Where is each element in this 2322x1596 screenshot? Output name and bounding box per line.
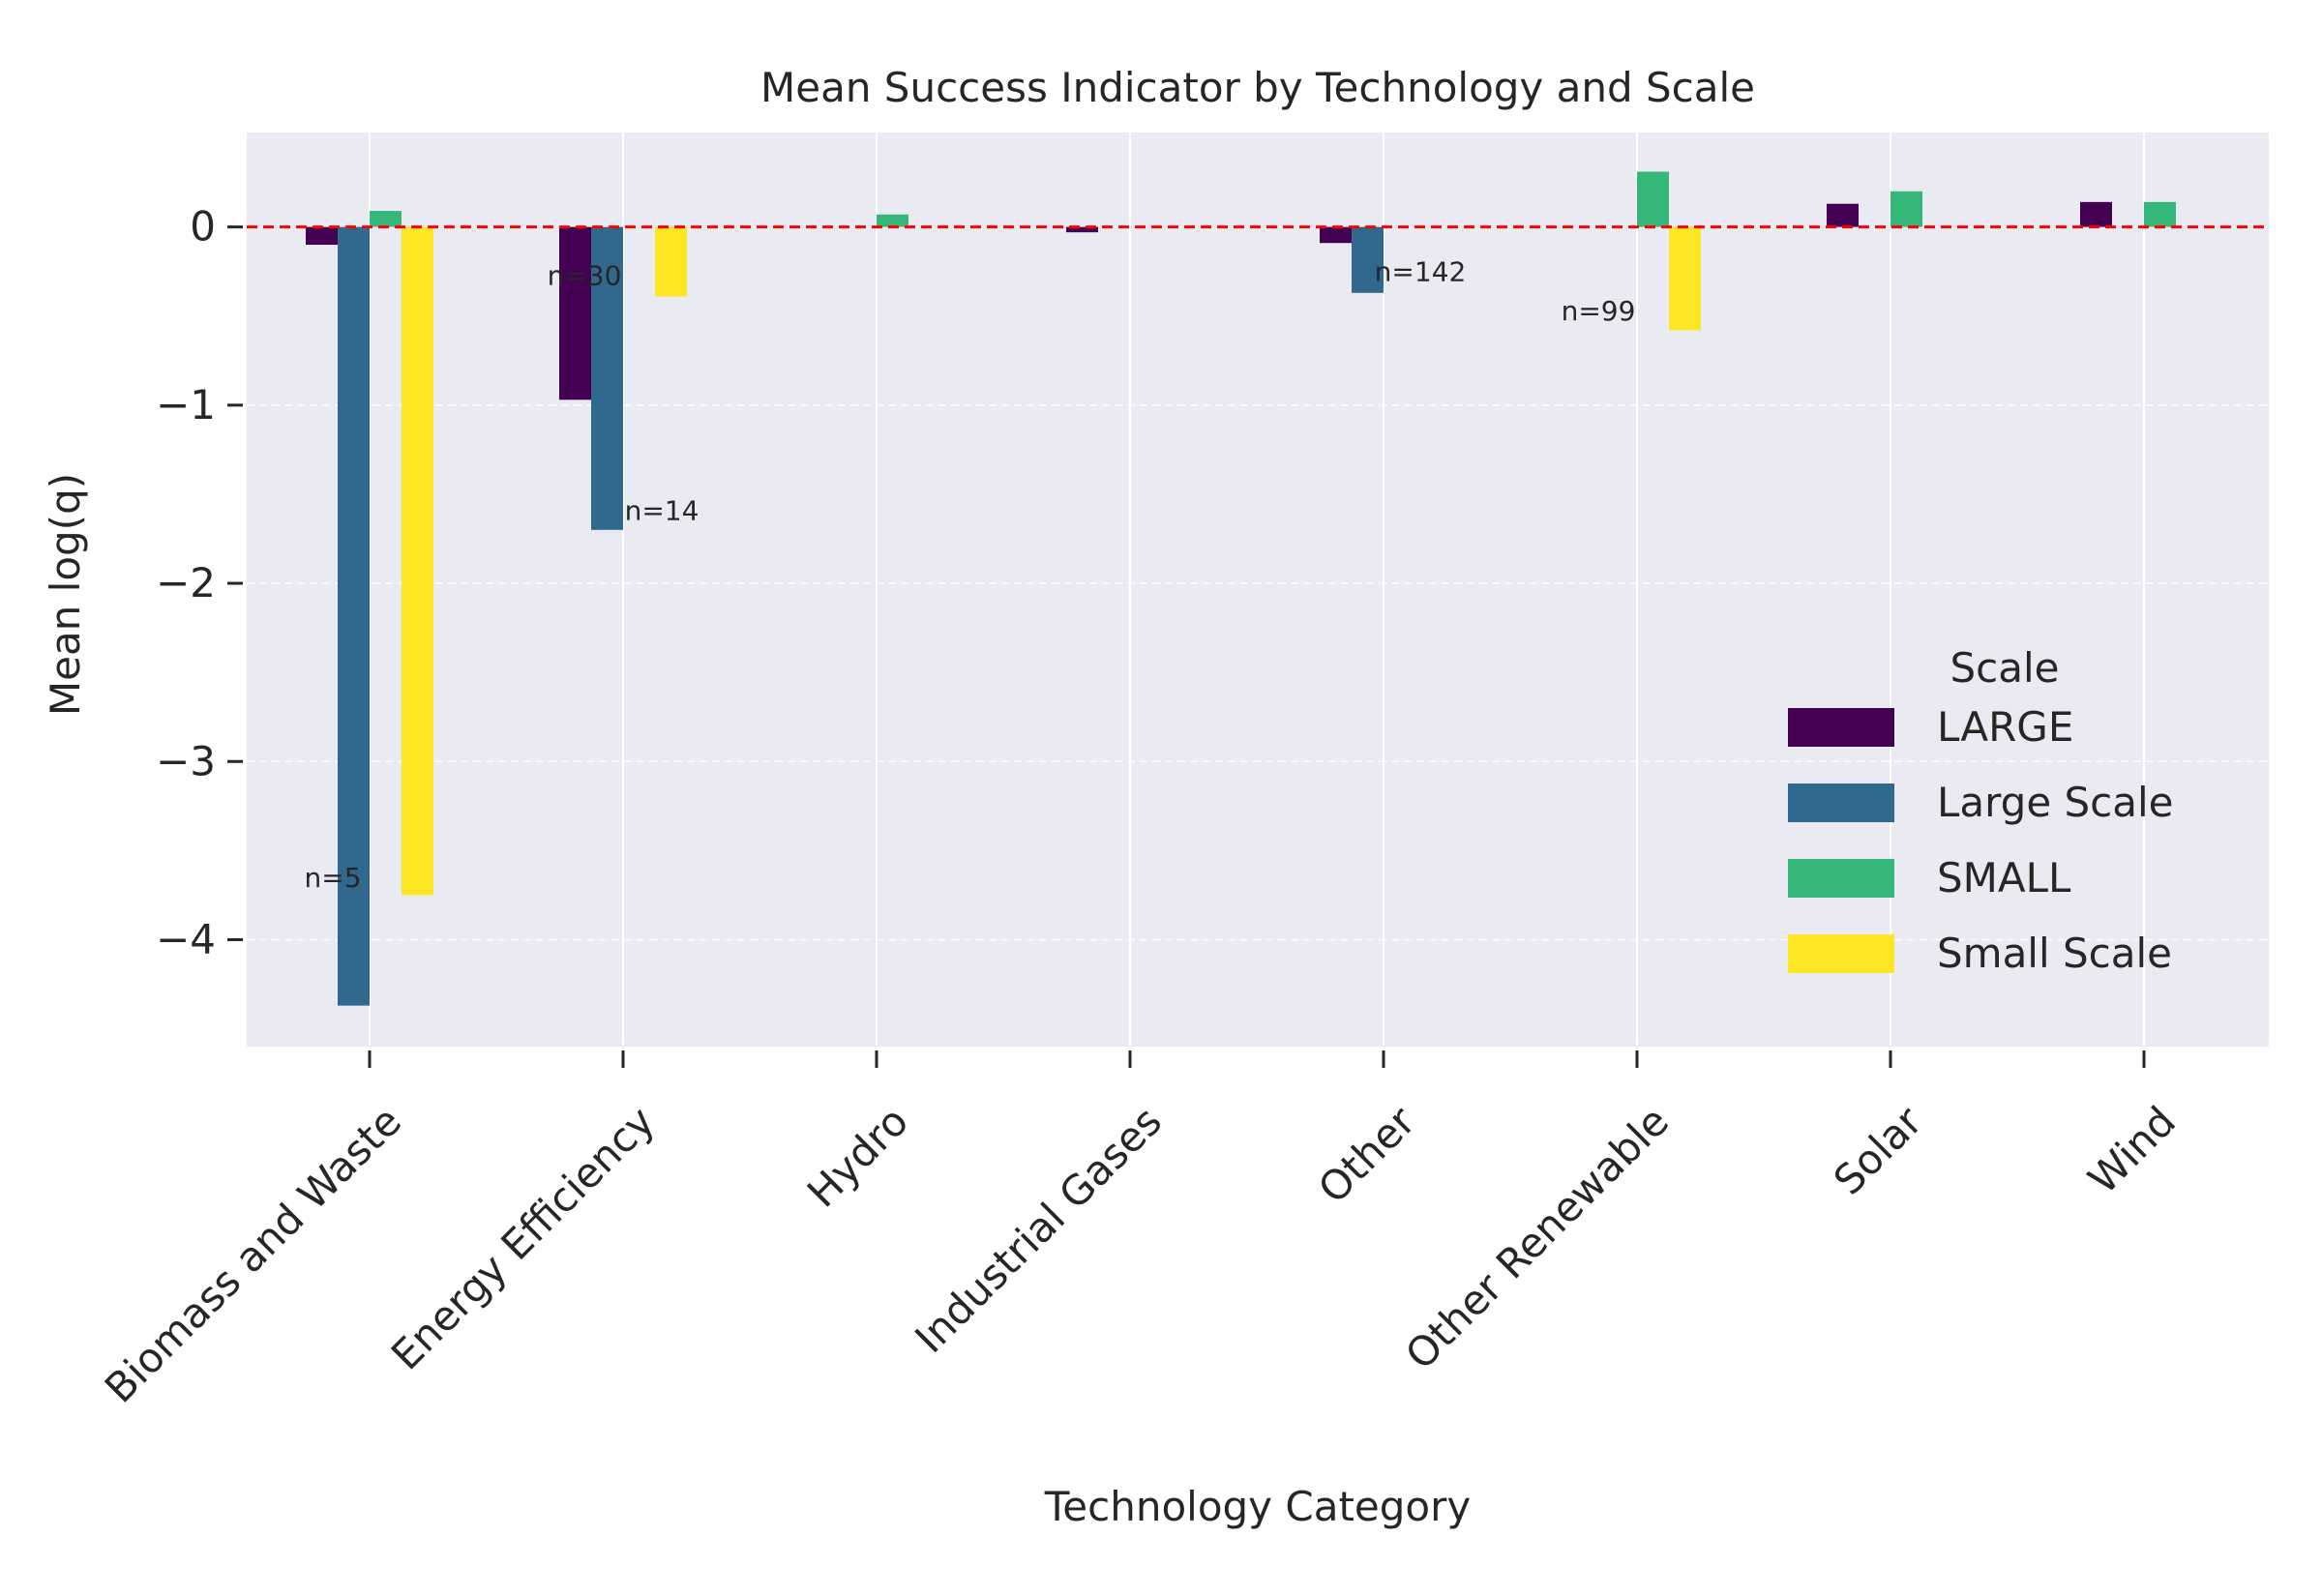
sample-size-annotation: n=142: [1375, 256, 1467, 288]
legend-label: Small Scale: [1937, 930, 2172, 977]
x-axis-label: Technology Category: [1044, 1483, 1471, 1530]
x-tick-label: Other: [1309, 1097, 1424, 1212]
x-tick-label: Wind: [2079, 1097, 2185, 1202]
legend-swatch: [1788, 934, 1894, 973]
y-tick-label: −1: [156, 381, 216, 429]
sample-size-annotation: n=99: [1562, 295, 1636, 327]
legend-label: LARGE: [1937, 703, 2073, 751]
legend-title: Scale: [1950, 644, 2060, 692]
bar-large: [1320, 226, 1352, 244]
bar-small-scale: [655, 226, 687, 297]
legend-swatch: [1788, 783, 1894, 822]
chart-title: Mean Success Indicator by Technology and…: [760, 64, 1755, 111]
bar-small: [2144, 201, 2176, 227]
legend-swatch: [1788, 708, 1894, 747]
bar-small: [877, 214, 908, 227]
bar-large: [1066, 226, 1098, 233]
legend-label: SMALL: [1937, 854, 2071, 901]
x-tick-label: Hydro: [798, 1097, 917, 1216]
legend-label: Large Scale: [1937, 779, 2174, 826]
bar-large: [306, 226, 338, 246]
bar-large-scale: [591, 226, 623, 530]
y-tick-label: −2: [156, 559, 216, 606]
x-tick-label: Solar: [1825, 1097, 1932, 1204]
bar-small: [1637, 171, 1669, 227]
y-tick-label: −3: [156, 737, 216, 784]
x-tick-label: Other Renewable: [1396, 1097, 1678, 1378]
y-tick-label: 0: [190, 203, 216, 251]
bar-small: [370, 211, 402, 227]
bar-large: [2080, 201, 2112, 227]
legend-swatch: [1788, 859, 1894, 898]
bar-large: [559, 226, 591, 400]
x-tick-label: Energy Efficiency: [382, 1097, 664, 1378]
sample-size-annotation: n=30: [548, 259, 622, 291]
annotations: n=5 n=30 n=14 n=142 n=99: [304, 256, 1635, 894]
y-tick-label: −4: [156, 915, 216, 962]
y-axis-label: Mean log(q): [42, 473, 89, 716]
bars: [306, 171, 2176, 1006]
bar-large: [1827, 203, 1859, 227]
x-tick-label: Biomass and Waste: [96, 1097, 410, 1411]
legend: Scale LARGE Large Scale SMALL Small Scale: [1788, 644, 2174, 977]
sample-size-annotation: n=5: [304, 862, 361, 894]
bar-large-scale: [338, 226, 370, 1006]
x-tick-label: Industrial Gases: [906, 1097, 1171, 1362]
bar-small-scale: [402, 226, 433, 896]
bar-small: [1890, 191, 1922, 227]
y-axis-ticks: 0 −1 −2 −3 −4: [156, 203, 243, 962]
bar-small-scale: [1669, 226, 1701, 331]
sample-size-annotation: n=14: [625, 495, 700, 527]
bar-large-scale: [1352, 226, 1384, 293]
